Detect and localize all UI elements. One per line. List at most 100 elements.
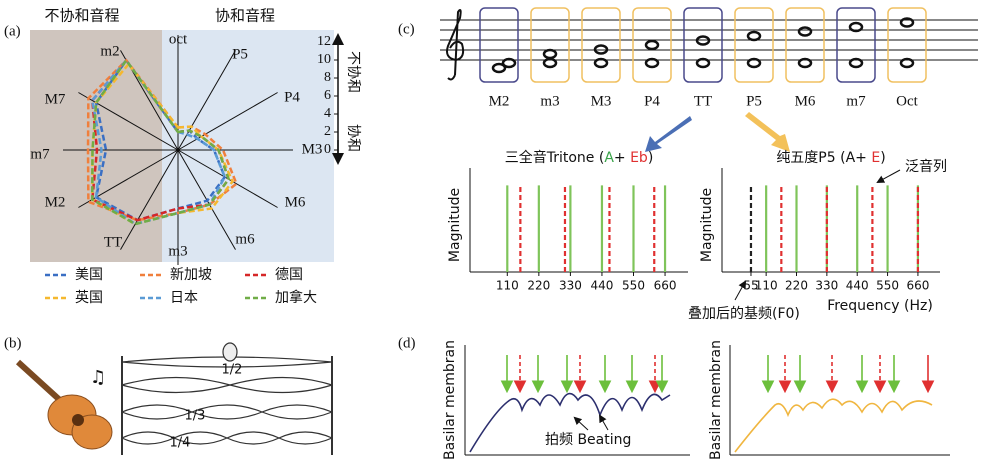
basilar-plots — [464, 345, 950, 456]
tick-label: 110 — [755, 279, 778, 293]
tritone-arrow — [645, 116, 692, 152]
note — [644, 57, 660, 69]
note — [746, 57, 762, 69]
category-label: M7 — [45, 91, 66, 107]
title-part: ) — [880, 150, 885, 166]
staff — [440, 9, 978, 81]
panel-label: (c) — [398, 21, 415, 37]
annotation-arrow — [876, 169, 901, 183]
interval-box — [785, 7, 825, 83]
consonant-bg — [162, 30, 334, 262]
legend-label: 德国 — [275, 267, 303, 283]
tick-label: 550 — [876, 279, 899, 293]
note — [491, 62, 507, 74]
scale-high: 不协和 — [345, 51, 361, 93]
spoke — [78, 92, 179, 151]
interval-box — [581, 7, 621, 83]
legend-label: 美国 — [75, 267, 103, 283]
note — [899, 17, 915, 28]
note — [593, 44, 609, 55]
note — [695, 35, 711, 46]
interval-box — [836, 7, 876, 83]
category-label: P5 — [232, 46, 248, 62]
mode-label: 1/3 — [185, 409, 206, 424]
interval-box — [734, 7, 774, 83]
category-label: P4 — [284, 89, 300, 105]
radar-line — [90, 58, 227, 226]
interval-box — [479, 7, 519, 83]
mode-label: 1/4 — [170, 436, 191, 451]
tick-label: 440 — [846, 279, 869, 293]
mode-label: 1/2 — [222, 363, 243, 378]
tick-label: 0 — [324, 142, 331, 157]
interval-label: P5 — [746, 93, 762, 109]
category-label: TT — [104, 234, 122, 250]
tick-label: 660 — [654, 279, 677, 293]
category-label: M3 — [302, 141, 323, 157]
tick-label: 330 — [815, 279, 838, 293]
y-axis-label: Magnitude — [699, 188, 715, 262]
tick-label: 220 — [527, 279, 550, 293]
note — [695, 57, 711, 69]
note — [542, 57, 558, 69]
y-axis-label: Basilar membran — [442, 340, 458, 460]
legend-label: 英国 — [75, 289, 103, 306]
spoke — [120, 149, 179, 250]
y-axis-label: Basilar membran — [708, 340, 724, 460]
legend-label: 新加坡 — [170, 267, 212, 283]
interval-label: Oct — [896, 93, 918, 109]
tick-label: 220 — [785, 279, 808, 293]
title-part: 三全音Tritone ( — [505, 149, 605, 166]
note — [797, 57, 813, 69]
y-axis-label: Magnitude — [447, 188, 463, 262]
dissonant-title: 不协和音程 — [44, 7, 119, 25]
tick-label: 660 — [906, 279, 929, 293]
beating-label: 拍频 Beating — [545, 432, 631, 448]
note — [848, 57, 864, 69]
tick-label: 55 — [743, 279, 758, 293]
spoke — [177, 92, 278, 151]
string-modes — [121, 342, 333, 455]
tick-label: 110 — [496, 279, 519, 293]
note — [542, 48, 558, 60]
tick-label: 440 — [590, 279, 613, 293]
category-label: oct — [169, 31, 188, 47]
dissonant-bg — [30, 30, 162, 262]
category-label: M6 — [285, 194, 306, 210]
note — [593, 57, 609, 69]
interval-box — [530, 7, 570, 83]
category-label: m7 — [30, 146, 50, 162]
svg-text:♫: ♫ — [90, 367, 106, 388]
note — [644, 39, 660, 51]
title-part: A — [604, 150, 614, 166]
guitar: ♫ — [15, 359, 113, 450]
panel-label: (b) — [4, 335, 22, 351]
chart-title: 三全音Tritone (A+ Eb) — [505, 149, 654, 166]
annotation-arrow — [734, 280, 746, 301]
category-label: M2 — [45, 194, 66, 210]
p5-arrow — [745, 112, 790, 152]
title-part: E — [871, 150, 880, 166]
note — [797, 26, 813, 37]
interval-label: m3 — [540, 93, 559, 109]
interval-label: M3 — [591, 93, 612, 109]
legend-label: 日本 — [170, 290, 198, 306]
interval-label: TT — [694, 93, 712, 109]
title-part: ) — [648, 150, 653, 166]
radar-line — [86, 58, 238, 222]
tick-label: 12 — [317, 34, 331, 49]
panel-label: (a) — [4, 23, 21, 39]
interval-box — [632, 7, 672, 83]
tick-label: 10 — [317, 52, 331, 67]
interval-label: P4 — [644, 93, 660, 109]
chart-title: 纯五度P5 (A+ E) — [776, 150, 885, 166]
scale-low: 协和 — [345, 124, 361, 152]
category-label: m3 — [168, 243, 187, 259]
note — [848, 21, 864, 33]
category-label: m2 — [100, 43, 119, 59]
tick-label: 8 — [324, 70, 331, 85]
tick-label: 2 — [324, 124, 331, 139]
note — [746, 30, 762, 42]
tick-label: 330 — [559, 279, 582, 293]
